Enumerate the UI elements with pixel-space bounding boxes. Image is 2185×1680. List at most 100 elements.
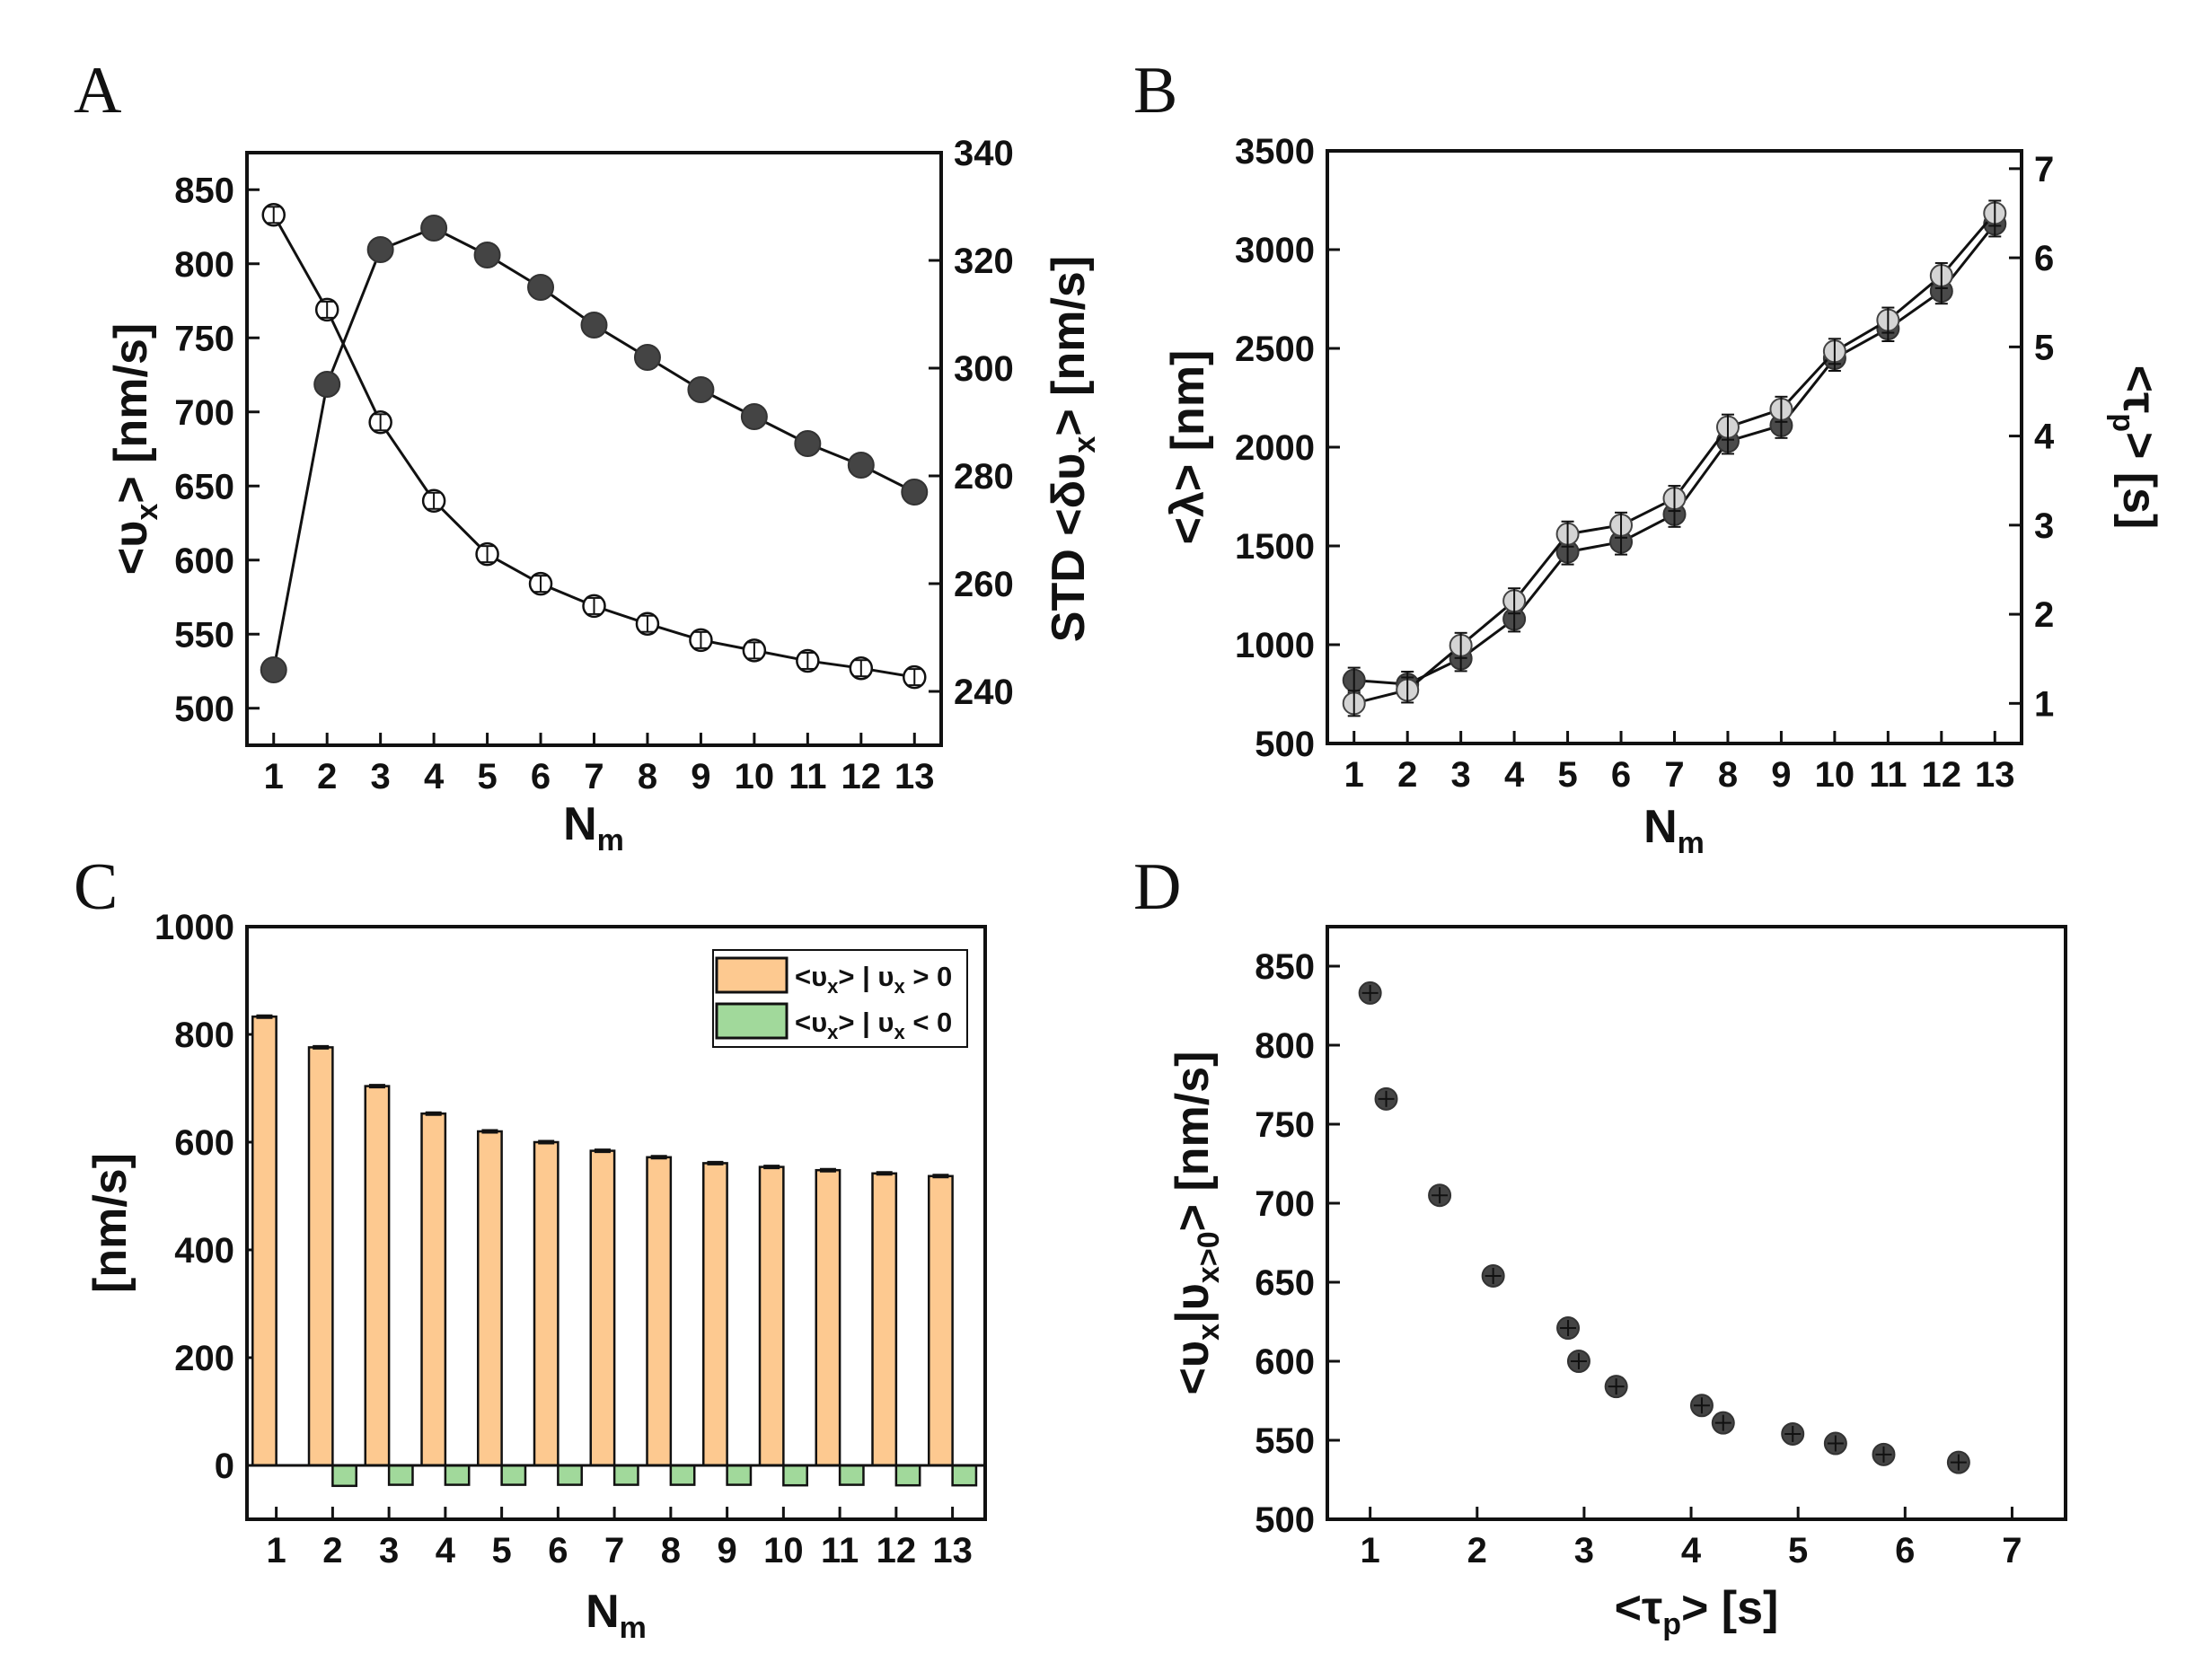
panel-c-bar-negative: [838, 1464, 865, 1486]
panel-b-x-tick-label: 10: [1815, 755, 1855, 795]
panel-b-x-tick-label: 3: [1451, 755, 1471, 795]
panel-d-y-tick-label: 850: [1255, 947, 1315, 987]
panel-c-y-tick-label: 600: [174, 1123, 234, 1163]
panel-a-std-point: [633, 344, 661, 371]
panel-a-x-tick-label: 6: [531, 757, 551, 796]
panel-c-bar-negative: [500, 1464, 527, 1486]
panel-c-bar-positive: [815, 1168, 841, 1467]
panel-b-y2-tick-label: 3: [2034, 506, 2054, 546]
panel-d-chart: 1 2 3 4 5 6 7 500 550 600 650 700 750 800 850 <τp> [s]…: [1167, 925, 2067, 1641]
panel-b-y2-axis-label: <τp> [s]: [2106, 365, 2165, 530]
panel-b-y-tick-label: 1000: [1235, 626, 1315, 665]
panel-c-y-tick-label: 800: [174, 1016, 234, 1055]
panel-c-bar-positive: [251, 1015, 278, 1467]
panel-c-x-tick-label: 12: [877, 1531, 917, 1570]
panel-b-x-tick-label: 4: [1504, 755, 1525, 795]
panel-c-frame: [245, 925, 987, 1521]
panel-c-bar-negative: [387, 1464, 414, 1486]
panel-a-std-point: [687, 376, 715, 403]
panel-d-y-tick-label: 550: [1255, 1421, 1315, 1461]
panel-c-bar-positive: [533, 1140, 559, 1467]
legend-swatch-positive: [715, 956, 789, 994]
panel-b-y-tick-label: 1500: [1235, 527, 1315, 567]
panel-c-bar-negative: [557, 1464, 583, 1486]
panel-d-x-tick-label: 2: [1467, 1531, 1487, 1570]
panel-a-x-tick-label: 1: [264, 757, 284, 796]
panel-c-x-axis-label: Nm: [586, 1586, 647, 1645]
panel-c-bar-negative: [726, 1464, 753, 1486]
panel-a-x-tick-label: 4: [424, 757, 445, 796]
panel-a-y-tick-label: 600: [174, 541, 234, 581]
panel-d-y-tick-label: 700: [1255, 1184, 1315, 1224]
panel-a-x-tick-label: 7: [584, 757, 604, 796]
panel-c-x-tick-label: 8: [661, 1531, 681, 1570]
panel-d-x-tick-label: 5: [1788, 1531, 1808, 1570]
panel-a-y-tick-label: 750: [174, 319, 234, 358]
panel-label-d: D: [1133, 850, 1181, 924]
panel-d-x-tick-label: 6: [1895, 1531, 1915, 1570]
panel-a-std-point: [473, 242, 501, 268]
panel-a-std-point: [420, 215, 448, 242]
panel-a-y-axis-label: <υx> [nm/s]: [105, 323, 164, 575]
panel-a-y2-tick-label: 320: [954, 242, 1014, 281]
panel-a-y-tick-label: 800: [174, 245, 234, 285]
panel-a-std-point: [366, 236, 394, 263]
panel-c-x-tick-label: 5: [491, 1531, 511, 1570]
panel-a-std-point: [794, 430, 822, 457]
panel-a-x-axis-label: Nm: [563, 798, 624, 858]
panel-a-x-tick-label: 2: [317, 757, 337, 796]
panel-c-bar-negative: [444, 1464, 471, 1486]
panel-b-x-tick-label: 1: [1344, 755, 1364, 795]
panel-b-x-tick-label: 9: [1771, 755, 1791, 795]
panel-d-x-tick-label: 7: [2002, 1531, 2022, 1570]
panel-c-x-tick-label: 2: [322, 1531, 342, 1570]
panel-c-x-tick-label: 7: [604, 1531, 624, 1570]
panel-label-c: C: [74, 850, 118, 924]
panel-a-y2-tick-label: 300: [954, 349, 1014, 389]
panel-a-y-tick-label: 500: [174, 690, 234, 729]
legend-label-positive: <υx> | υx > 0: [795, 961, 952, 998]
panel-b-chart: 1 2 3 4 5 6 7 8 9 10 11 12 1350010001500200025003000…: [1162, 132, 2165, 860]
panel-a-y-tick-label: 550: [174, 615, 234, 655]
panel-d-x-axis-label: <τp> [s]: [1615, 1582, 1779, 1641]
panel-c-bar-negative: [951, 1464, 978, 1487]
panel-b-y-tick-label: 2500: [1235, 330, 1315, 369]
panel-c-bar-positive: [364, 1085, 391, 1467]
panel-a-x-tick-label: 9: [691, 757, 710, 796]
panel-c-bar-positive: [928, 1174, 954, 1467]
panel-a-x-tick-label: 3: [371, 757, 391, 796]
panel-b-y2-tick-label: 1: [2034, 684, 2054, 724]
panel-c-bar-positive: [702, 1162, 728, 1467]
panel-c-bar-positive: [477, 1130, 503, 1467]
panel-b-x-tick-label: 13: [1975, 755, 2015, 795]
panel-a-frame: [245, 151, 943, 747]
panel-b-y-tick-label: 2000: [1235, 428, 1315, 468]
panel-d-x-tick-label: 3: [1574, 1531, 1594, 1570]
panel-a-std-point: [260, 656, 287, 683]
panel-c-bar-negative: [612, 1464, 639, 1486]
panel-c-bar-positive: [871, 1172, 898, 1467]
panel-b-y-tick-label: 500: [1255, 725, 1315, 764]
panel-b-y-tick-label: 3000: [1235, 231, 1315, 270]
panel-a-y2-axis-label: STD <δυx> [nm/s]: [1043, 256, 1102, 642]
panel-b-x-tick-label: 8: [1718, 755, 1738, 795]
panel-a-x-tick-label: 5: [477, 757, 497, 796]
panel-b-x-tick-label: 2: [1397, 755, 1417, 795]
panel-label-a: A: [74, 54, 121, 128]
panel-a-x-tick-label: 13: [894, 757, 935, 796]
panel-c-x-tick-label: 11: [821, 1531, 859, 1570]
panel-a-std-point: [847, 452, 875, 479]
panel-c-y-tick-label: 0: [215, 1447, 234, 1486]
panel-c-x-tick-label: 9: [717, 1531, 736, 1570]
panel-a-y2-tick-label: 240: [954, 673, 1014, 712]
panel-b-x-tick-label: 6: [1611, 755, 1631, 795]
panel-a-y2-tick-label: 340: [954, 134, 1014, 173]
panel-c-bar-negative: [782, 1464, 808, 1487]
panel-b-tau-line: [1353, 212, 1996, 705]
panel-c-x-tick-label: 6: [548, 1531, 568, 1570]
panel-a-x-tick-label: 10: [735, 757, 775, 796]
panel-b-y2-tick-label: 4: [2034, 418, 2055, 457]
panel-b-frame: [1326, 149, 2023, 745]
panel-c-bar-positive: [646, 1156, 673, 1467]
